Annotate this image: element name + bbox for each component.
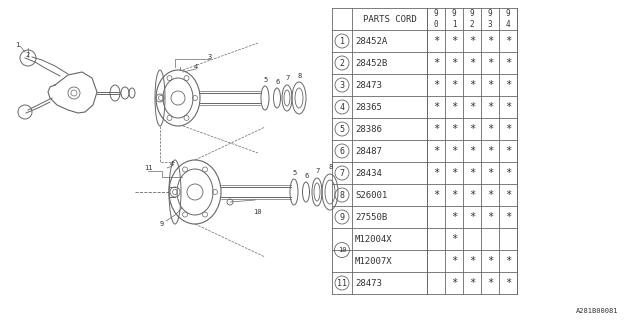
Text: *: *: [469, 146, 475, 156]
Text: *: *: [451, 234, 457, 244]
Text: 6: 6: [305, 173, 309, 179]
Text: 28473: 28473: [355, 81, 382, 90]
Text: *: *: [487, 102, 493, 112]
Text: *: *: [487, 146, 493, 156]
Text: 9
0: 9 0: [434, 9, 438, 29]
Text: 5: 5: [264, 77, 268, 83]
Text: *: *: [469, 36, 475, 46]
Text: 10: 10: [253, 209, 261, 215]
Text: 9: 9: [339, 212, 344, 221]
Text: M12007X: M12007X: [355, 257, 392, 266]
Text: *: *: [433, 168, 439, 178]
Text: *: *: [469, 168, 475, 178]
Text: *: *: [469, 102, 475, 112]
Text: *: *: [433, 190, 439, 200]
Text: 5: 5: [293, 170, 297, 176]
Text: *: *: [451, 168, 457, 178]
Text: 28434: 28434: [355, 169, 382, 178]
Text: 28452A: 28452A: [355, 36, 387, 45]
Text: 10: 10: [338, 247, 346, 253]
Text: *: *: [487, 256, 493, 266]
Text: 8: 8: [339, 190, 344, 199]
Text: *: *: [433, 58, 439, 68]
Text: 8: 8: [298, 73, 302, 79]
Text: *: *: [487, 58, 493, 68]
Text: *: *: [487, 36, 493, 46]
Text: 4: 4: [339, 102, 344, 111]
Text: *: *: [451, 212, 457, 222]
Text: 27550B: 27550B: [355, 212, 387, 221]
Text: 11: 11: [144, 165, 152, 171]
Text: *: *: [433, 80, 439, 90]
Text: *: *: [469, 58, 475, 68]
Text: *: *: [451, 36, 457, 46]
Text: 1: 1: [15, 42, 19, 48]
Text: 4: 4: [194, 64, 198, 70]
Text: 7: 7: [286, 75, 290, 81]
Text: *: *: [505, 278, 511, 288]
Text: *: *: [451, 80, 457, 90]
Text: *: *: [505, 36, 511, 46]
Text: *: *: [469, 124, 475, 134]
Text: 6: 6: [339, 147, 344, 156]
Text: *: *: [433, 124, 439, 134]
Text: M12004X: M12004X: [355, 235, 392, 244]
Text: *: *: [451, 190, 457, 200]
Text: *: *: [469, 190, 475, 200]
Text: 2: 2: [339, 59, 344, 68]
Text: 9
1: 9 1: [452, 9, 456, 29]
Text: *: *: [469, 256, 475, 266]
Text: 9
2: 9 2: [470, 9, 474, 29]
Text: 3: 3: [339, 81, 344, 90]
Text: *: *: [487, 212, 493, 222]
Text: S26001: S26001: [355, 190, 387, 199]
Text: *: *: [451, 146, 457, 156]
Text: *: *: [433, 36, 439, 46]
Text: *: *: [469, 212, 475, 222]
Text: *: *: [451, 58, 457, 68]
Text: 3: 3: [208, 54, 212, 60]
Text: *: *: [451, 102, 457, 112]
Text: PARTS CORD: PARTS CORD: [363, 14, 417, 23]
Text: 9: 9: [160, 221, 164, 227]
Text: *: *: [505, 58, 511, 68]
Text: *: *: [451, 278, 457, 288]
Text: *: *: [505, 124, 511, 134]
Text: 9
4: 9 4: [506, 9, 510, 29]
Text: 7: 7: [316, 168, 320, 174]
Text: 28487: 28487: [355, 147, 382, 156]
Text: 7: 7: [339, 169, 344, 178]
Text: *: *: [433, 146, 439, 156]
Text: *: *: [487, 278, 493, 288]
Text: 4: 4: [170, 161, 174, 167]
Text: 11: 11: [337, 278, 347, 287]
Text: *: *: [487, 80, 493, 90]
Text: *: *: [505, 146, 511, 156]
Text: *: *: [433, 102, 439, 112]
Text: 2: 2: [26, 52, 30, 58]
Text: *: *: [487, 168, 493, 178]
Text: *: *: [505, 168, 511, 178]
Text: *: *: [505, 256, 511, 266]
Text: 8: 8: [329, 164, 333, 170]
Text: 1: 1: [339, 36, 344, 45]
Text: *: *: [451, 256, 457, 266]
Text: *: *: [505, 80, 511, 90]
Text: *: *: [505, 212, 511, 222]
Text: *: *: [487, 124, 493, 134]
Text: 28452B: 28452B: [355, 59, 387, 68]
Text: *: *: [505, 190, 511, 200]
Text: 6: 6: [276, 79, 280, 85]
Text: *: *: [469, 278, 475, 288]
Text: 9
3: 9 3: [488, 9, 492, 29]
Text: *: *: [469, 80, 475, 90]
Text: 28386: 28386: [355, 124, 382, 133]
Text: 5: 5: [339, 124, 344, 133]
Text: *: *: [451, 124, 457, 134]
Text: A281B00081: A281B00081: [575, 308, 618, 314]
Text: *: *: [487, 190, 493, 200]
Text: *: *: [505, 102, 511, 112]
Text: 28365: 28365: [355, 102, 382, 111]
Text: 28473: 28473: [355, 278, 382, 287]
